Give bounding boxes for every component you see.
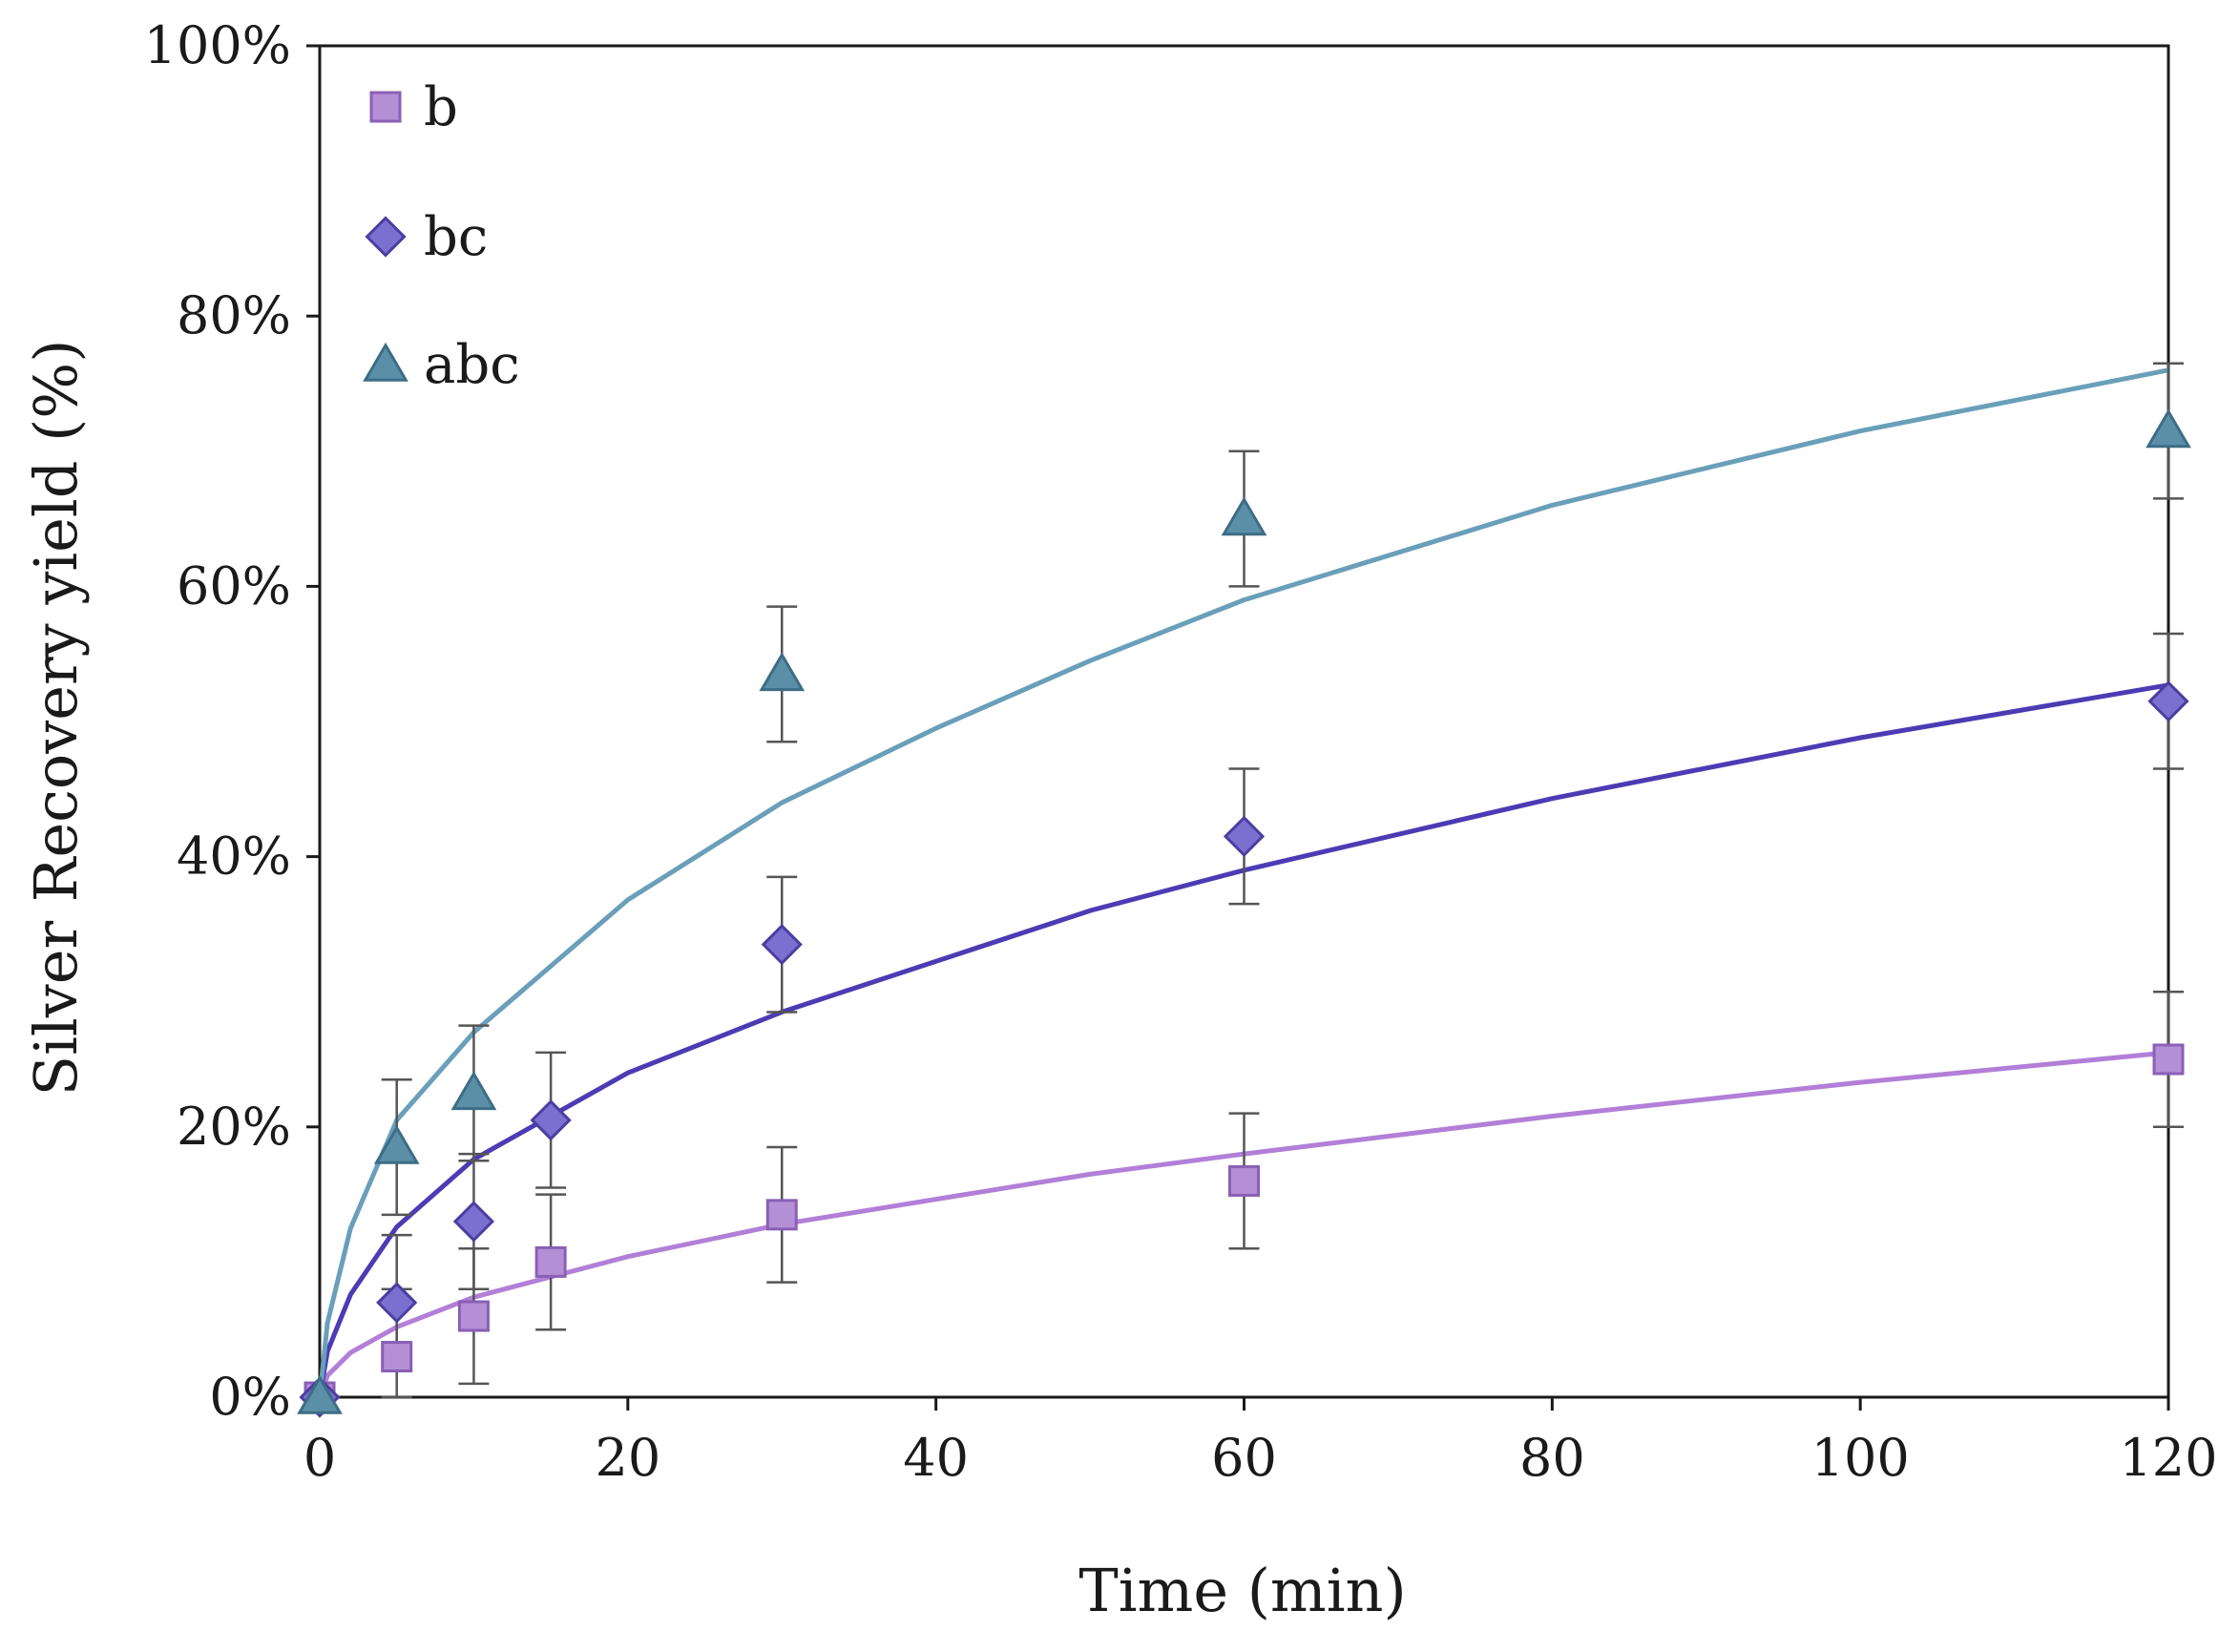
x-tick-label: 100 (1811, 1428, 1910, 1488)
data-point-abc (297, 1374, 343, 1414)
data-markers (297, 408, 2191, 1418)
data-point-b (534, 1245, 567, 1278)
y-axis-title: Silver Recovery yield (%) (21, 340, 91, 1097)
legend-marker-abc (363, 342, 408, 382)
x-tick-label: 0 (304, 1428, 336, 1488)
data-point-b (457, 1300, 490, 1332)
legend-label-abc: abc (424, 334, 520, 396)
y-tick-label: 40% (177, 826, 291, 887)
data-point-bc (376, 1282, 418, 1324)
fit-curve-abc (317, 367, 2169, 1398)
legend-label-bc: bc (424, 206, 488, 268)
data-point-abc (2146, 408, 2191, 449)
error-bars (381, 362, 2184, 1399)
x-axis-title: Time (min) (1078, 1556, 1406, 1625)
legend-label-b: b (424, 76, 458, 138)
legend: b bc abc (363, 76, 520, 396)
fit-curve-bc (317, 682, 2169, 1398)
legend-item-abc: abc (363, 334, 520, 396)
y-tick-label: 100% (144, 15, 291, 75)
legend-item-bc: bc (365, 206, 488, 268)
legend-marker-b (369, 91, 402, 123)
data-point-bc (1223, 815, 1266, 857)
data-point-abc (373, 1124, 420, 1164)
data-point-bc (761, 924, 803, 966)
axes: 0 20 40 60 80 100 120 0% 20% 40% 60% 80% 100% (144, 15, 2218, 1488)
data-point-abc (1221, 496, 1267, 536)
y-tick-label: 60% (177, 555, 291, 616)
x-tick-label: 20 (595, 1428, 660, 1488)
data-point-bc (530, 1099, 572, 1141)
y-tick-label: 0% (209, 1367, 291, 1427)
data-point-b (2152, 1043, 2185, 1076)
x-tick-label: 80 (1519, 1428, 1585, 1488)
data-point-b (381, 1341, 413, 1373)
fit-curve-b (317, 1050, 2169, 1398)
x-tick-label: 40 (903, 1428, 969, 1488)
fit-curves (317, 367, 2169, 1398)
x-tick-label: 60 (1211, 1428, 1277, 1488)
legend-item-b: b (369, 76, 458, 138)
y-tick-label: 20% (177, 1097, 291, 1157)
data-point-b (765, 1199, 798, 1231)
data-point-b (1228, 1164, 1260, 1197)
data-point-bc (2147, 680, 2189, 722)
data-point-abc (450, 1071, 497, 1111)
legend-marker-bc (365, 216, 407, 258)
x-tick-label: 120 (2119, 1428, 2217, 1488)
y-tick-label: 80% (177, 285, 291, 345)
data-point-bc (452, 1201, 495, 1243)
data-point-abc (759, 652, 806, 692)
